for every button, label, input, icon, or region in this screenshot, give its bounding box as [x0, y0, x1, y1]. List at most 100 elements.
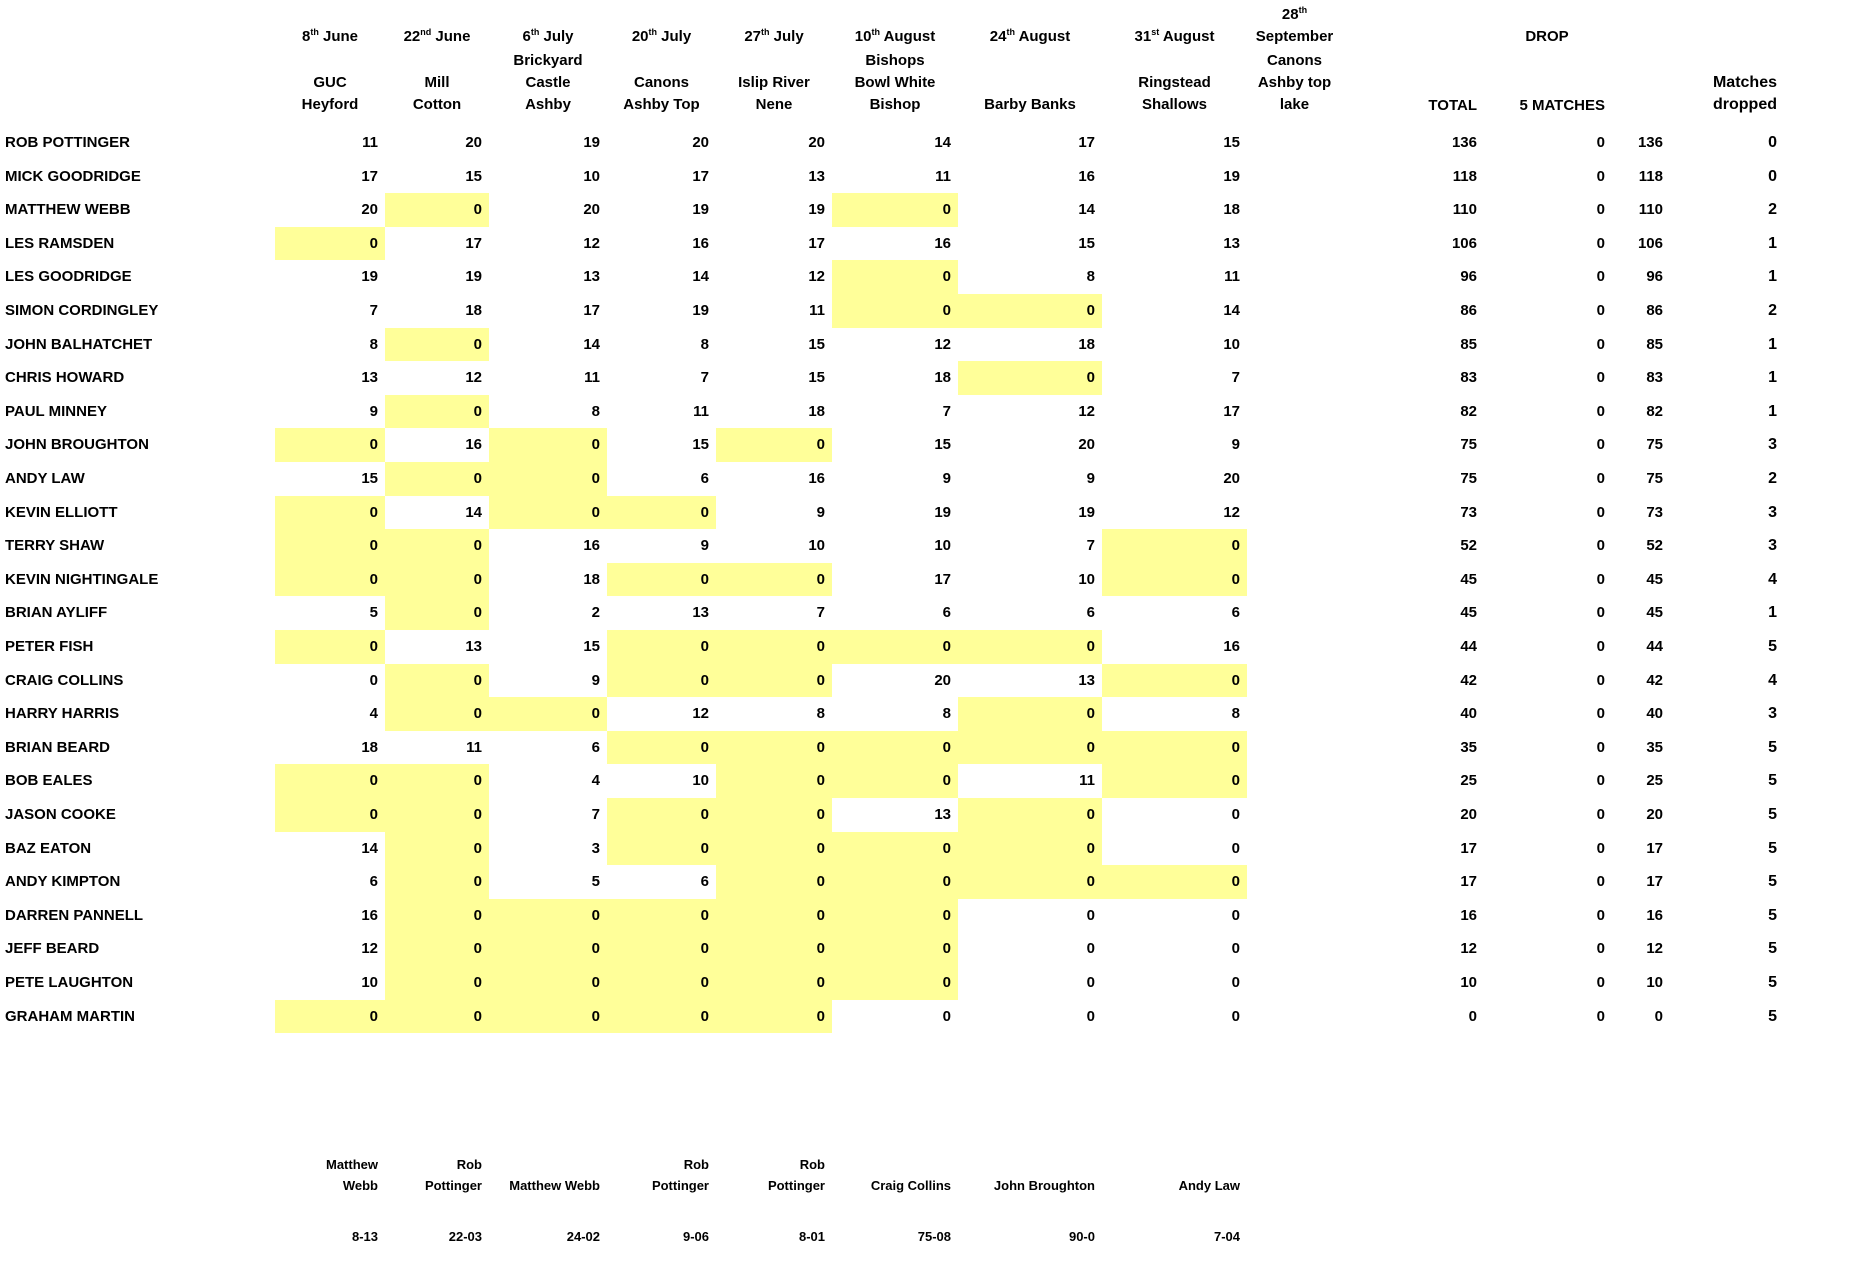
score-cell: 0: [385, 865, 489, 899]
angler-name: PETE LAUGHTON: [5, 974, 134, 991]
five-matches-cell: 0: [1596, 671, 1605, 689]
total-cell: 25: [1460, 772, 1477, 790]
angler-name: CRAIG COLLINS: [5, 671, 124, 689]
drop-cell: 45: [1646, 570, 1663, 588]
score-cell: 0: [385, 596, 489, 630]
drop-cell: 12: [1646, 940, 1663, 958]
total-cell: 20: [1460, 806, 1477, 823]
matches-dropped-cell: 5: [1768, 806, 1777, 823]
score-cell: 0: [832, 260, 958, 294]
angler-name: CHRIS HOWARD: [5, 369, 125, 387]
match-date: 8th June: [301, 27, 359, 46]
score-cell: 17: [1078, 134, 1095, 151]
score-cell: 0: [607, 898, 716, 933]
match-header-8: 31st August Ringstead Shallows: [1102, 6, 1247, 118]
five-matches-cell: 0: [1596, 906, 1605, 924]
score-cell: 0: [958, 730, 1102, 765]
score-cell: 8: [942, 705, 951, 723]
score-cell: 15: [808, 335, 825, 353]
angler-name: JOHN BALHATCHET: [5, 335, 153, 353]
five-matches-cell: 0: [1596, 772, 1605, 790]
score-cell: 13: [361, 369, 378, 387]
drop-cell: 0: [1654, 1007, 1663, 1025]
drop-cell: 82: [1646, 402, 1663, 420]
total-cell: 75: [1460, 436, 1477, 454]
score-cell: 11: [935, 167, 951, 185]
score-cell: 0: [385, 562, 489, 597]
score-cell: 17: [583, 302, 600, 319]
score-cell: 19: [1223, 167, 1240, 185]
drop-cell: 20: [1646, 806, 1663, 823]
drop-cell: 45: [1646, 604, 1663, 622]
total-cell: 35: [1460, 738, 1477, 756]
match-winner-name: Matthew Webb: [326, 1157, 378, 1193]
score-cell: 0: [489, 966, 607, 1000]
score-cell: 0: [958, 798, 1102, 832]
match-venue: Canons Ashby top lake: [1257, 52, 1332, 113]
matches-dropped-cell: 2: [1768, 302, 1777, 319]
score-cell: 0: [1231, 940, 1240, 958]
score-cell: 0: [385, 932, 489, 966]
score-cell: 10: [808, 537, 825, 555]
match-winner-score: 8-01: [798, 1229, 825, 1244]
score-cell: 0: [1231, 974, 1240, 991]
matches-dropped-cell: 0: [1768, 134, 1777, 151]
five-matches-cell: 0: [1596, 974, 1605, 991]
drop-cell: 106: [1637, 234, 1663, 252]
score-cell: 16: [465, 436, 482, 454]
five-matches-cell: 0: [1596, 369, 1605, 387]
score-cell: 0: [1102, 730, 1247, 765]
score-cell: 13: [692, 604, 709, 622]
five-matches-cell: 0: [1596, 1007, 1605, 1025]
angler-name: JASON COOKE: [5, 806, 116, 823]
score-cell: 14: [934, 134, 951, 151]
score-cell: 0: [489, 932, 607, 966]
score-cell: 18: [1223, 201, 1240, 219]
score-cell: 0: [369, 671, 378, 689]
score-cell: 18: [583, 570, 600, 588]
drop-cell: 75: [1646, 470, 1663, 487]
angler-name: MATTHEW WEBB: [5, 201, 131, 219]
five-matches-cell: 0: [1596, 806, 1605, 823]
score-cell: 8: [700, 335, 709, 353]
score-cell: 20: [1078, 436, 1095, 454]
angler-name: SIMON CORDINGLEY: [5, 302, 159, 319]
score-cell: 0: [958, 361, 1102, 395]
total-cell: 16: [1460, 906, 1477, 924]
matches-dropped-cell: 3: [1768, 436, 1777, 454]
score-cell: 0: [1086, 906, 1095, 924]
match-venue: GUC Heyford: [301, 74, 359, 113]
score-cell: 11: [584, 369, 600, 387]
score-cell: 14: [465, 503, 482, 521]
angler-name: BRIAN BEARD: [5, 738, 110, 756]
match-header-6: 10th August Bishops Bowl White Bishop: [832, 6, 958, 118]
drop-cell: 83: [1646, 369, 1663, 387]
score-cell: 0: [1102, 562, 1247, 597]
score-cell: 0: [275, 495, 385, 530]
matches-dropped-cell: 2: [1768, 470, 1777, 487]
score-cell: 17: [465, 234, 482, 252]
score-cell: 16: [583, 537, 600, 555]
score-cell: 0: [385, 193, 489, 227]
five-matches-cell: 0: [1596, 234, 1605, 252]
score-cell: 19: [465, 268, 482, 286]
score-cell: 7: [1231, 369, 1240, 387]
total-cell: 118: [1452, 167, 1477, 185]
match-venue: Barby Banks: [984, 96, 1076, 113]
score-cell: 20: [808, 134, 825, 151]
score-cell: 15: [361, 470, 378, 487]
match-winner-name: Matthew Webb: [509, 1178, 600, 1193]
score-cell: 20: [692, 134, 709, 151]
score-cell: 17: [808, 234, 825, 252]
score-cell: 9: [591, 671, 600, 689]
score-cell: 20: [465, 134, 482, 151]
matches-dropped-cell: 4: [1768, 570, 1777, 588]
score-cell: 17: [1223, 402, 1240, 420]
match-winner-score: 90-0: [1068, 1229, 1095, 1244]
score-cell: 0: [385, 798, 489, 832]
angler-name: PETER FISH: [5, 638, 94, 655]
angler-name: LES GOODRIDGE: [5, 268, 132, 286]
score-cell: 6: [700, 873, 709, 891]
match-date: 28th September: [1255, 5, 1334, 46]
match-date: 27th July: [744, 27, 804, 46]
